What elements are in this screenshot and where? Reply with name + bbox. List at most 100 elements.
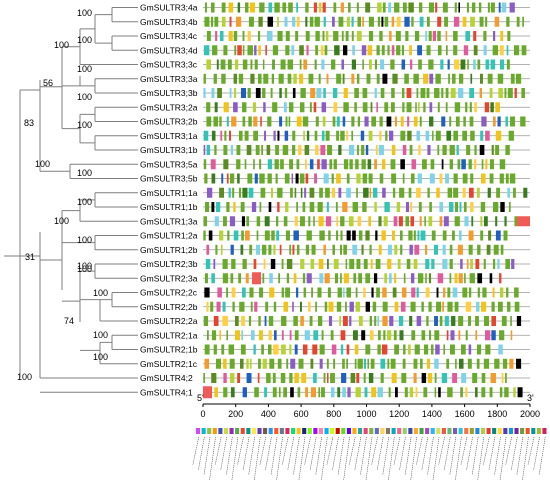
motif-block [310,88,316,98]
motif-block [238,130,243,141]
legend-label-mark [382,436,390,476]
legend-label-mark [326,436,334,466]
motif-block [379,173,384,184]
motif-block [231,116,237,127]
motif-block [262,273,265,284]
motif-block [507,88,513,98]
gene-label: GmSULTR1;3a [140,216,198,226]
motif-block [362,173,368,184]
motif-block [272,102,278,113]
motif-block [514,216,518,227]
motif-block [234,330,241,341]
motif-block [409,145,413,155]
motif-block [461,373,467,383]
motif-block [352,45,355,56]
phylogenetic-tree [4,7,138,393]
motif-block [262,358,267,369]
motif-block [389,273,392,284]
motif-block [402,145,407,155]
motif-block [358,230,363,241]
motif-block [206,330,209,341]
axis-tick-label: 200 [228,409,243,419]
motif-block [449,244,453,255]
motif-block [410,301,416,312]
motif-block [236,159,241,170]
motif-block [299,45,304,56]
motif-block [471,216,474,227]
legend-swatch [201,428,206,434]
motif-block [498,2,501,13]
motif-block [506,45,509,56]
motif-block [468,230,474,241]
motif-block [490,159,494,170]
motif-block [290,387,294,398]
motif-block [367,45,373,56]
motif-block [285,31,290,41]
motif-block [229,358,235,369]
legend-swatch [307,428,312,434]
motif-block [282,145,289,155]
motif-block [280,59,286,70]
bootstrap-label: 56 [43,78,53,88]
motif-block [226,287,229,298]
motif-block [352,230,356,241]
motif-block [356,187,358,198]
motif-block [231,259,236,269]
motif-block [351,73,355,84]
axis-tick-label: 1800 [487,409,507,419]
motif-block [325,31,329,41]
motif-block [456,145,459,155]
legend-label-mark [421,436,429,471]
motif-block [255,244,261,255]
motif-block [277,187,283,198]
motif-block [479,145,485,155]
motif-block [346,358,348,369]
motif-block [404,73,409,84]
motif-block [276,216,279,227]
motif-block [338,187,342,198]
motif-block [458,2,461,13]
motif-block [474,102,477,113]
motif-block [349,259,355,269]
legend-label-mark [309,436,317,471]
motif-block [277,130,280,141]
motif-block [381,45,385,56]
motif-block [460,259,463,269]
motif-block [246,145,252,155]
motif-block [391,373,397,383]
motif-block [396,202,401,212]
motif-block [292,130,296,141]
motif-block [250,73,255,84]
motif-block [356,2,359,13]
axis-tick-label: 1200 [389,409,409,419]
motif-block [314,59,317,70]
motif-block [480,216,483,227]
motif-block [421,373,427,383]
motif-block [219,31,224,41]
motif-block [362,16,364,27]
motif-block [376,45,380,56]
motif-block [310,387,316,398]
legend-label-mark [533,436,540,471]
motif-block [334,273,339,284]
motif-block [483,358,490,369]
motif-block [480,202,486,212]
motif-block [299,301,302,312]
motif-block [264,216,270,227]
legend-swatch [503,428,508,434]
motif-block [298,358,304,369]
motif-block [294,216,298,227]
legend-swatch [531,428,536,434]
motif-block [315,145,319,155]
motif-block [299,73,304,84]
motif-block [319,230,325,241]
motif-block [256,230,259,241]
motif-block [439,216,443,227]
motif-block [285,287,291,298]
motif-block [376,102,378,113]
motif-block [211,173,216,184]
motif-block [437,16,442,27]
motif-block [215,31,218,41]
motif-block [400,116,404,127]
motif-block [252,102,256,113]
